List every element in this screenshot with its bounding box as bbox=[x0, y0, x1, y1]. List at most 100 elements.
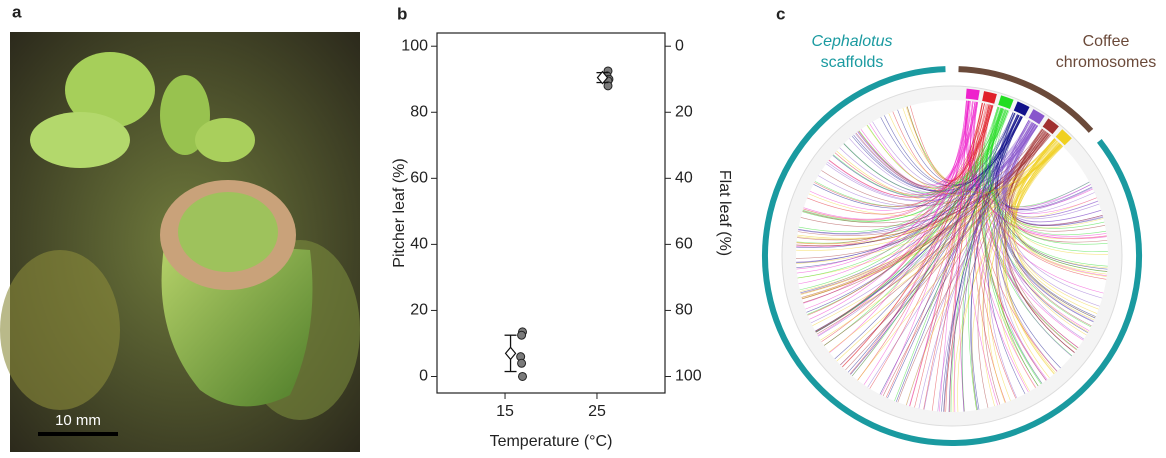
chord bbox=[1011, 138, 1098, 314]
chromosome-block bbox=[1013, 101, 1030, 116]
mean-marker bbox=[504, 346, 517, 361]
y2-tick-label: 100 bbox=[675, 368, 702, 385]
chord bbox=[860, 101, 973, 187]
moss bbox=[0, 250, 120, 410]
y2-tick-label: 0 bbox=[675, 37, 684, 54]
chord bbox=[805, 101, 978, 310]
chord bbox=[850, 116, 1023, 375]
leaf bbox=[195, 118, 255, 162]
chromosome-block bbox=[1028, 109, 1045, 125]
chord bbox=[1002, 120, 1100, 307]
chord bbox=[802, 131, 1047, 224]
chord bbox=[943, 115, 1020, 412]
chord bbox=[801, 133, 1050, 300]
circos-label: scaffolds bbox=[821, 54, 884, 71]
leaf bbox=[65, 52, 155, 128]
pitcher-mouth bbox=[178, 192, 278, 272]
chord bbox=[1005, 123, 1103, 299]
y2-tick-label: 40 bbox=[675, 170, 693, 187]
chord bbox=[869, 100, 970, 185]
circos-label: Cephalotus bbox=[812, 33, 893, 50]
chord bbox=[810, 122, 1034, 324]
chord bbox=[828, 101, 977, 198]
chord bbox=[863, 100, 970, 385]
chord bbox=[1012, 144, 1089, 333]
chromosome-block bbox=[1042, 118, 1059, 135]
scale-bar bbox=[38, 432, 118, 436]
y-axis-label: Pitcher leaf (%) bbox=[391, 158, 408, 267]
chord bbox=[995, 112, 1108, 270]
chord bbox=[796, 116, 1022, 248]
y2-tick-label: 20 bbox=[675, 103, 693, 120]
chord bbox=[796, 140, 1058, 251]
scaffold-ring bbox=[762, 66, 1142, 446]
y2-tick-label: 80 bbox=[675, 302, 693, 319]
chromosome-ring bbox=[958, 66, 1094, 133]
chord bbox=[814, 104, 989, 207]
chord bbox=[807, 105, 993, 215]
chord bbox=[866, 125, 1062, 197]
chord bbox=[918, 121, 1033, 409]
chord bbox=[815, 102, 983, 332]
scale-bar-label: 10 mm bbox=[55, 412, 101, 429]
chord bbox=[885, 105, 994, 398]
panel-label: a bbox=[12, 2, 22, 21]
chord bbox=[818, 121, 1033, 337]
chromosome-block bbox=[982, 91, 997, 104]
y-tick-label: 40 bbox=[410, 236, 428, 253]
chord bbox=[1013, 138, 1108, 255]
chord bbox=[909, 102, 983, 407]
chord bbox=[1002, 122, 1085, 340]
chord bbox=[829, 100, 969, 353]
chord bbox=[1005, 123, 1102, 223]
panel-label: b bbox=[397, 4, 407, 23]
chord bbox=[851, 109, 1007, 377]
chord bbox=[971, 143, 1061, 411]
chord bbox=[1003, 128, 1075, 353]
chord bbox=[841, 104, 990, 367]
chord bbox=[807, 105, 993, 316]
chromosome-block bbox=[998, 95, 1014, 110]
chord bbox=[1010, 134, 1103, 226]
point bbox=[603, 81, 613, 91]
chord bbox=[802, 110, 1009, 222]
x-tick-label: 25 bbox=[588, 403, 606, 420]
chord bbox=[941, 116, 1023, 412]
chord bbox=[857, 104, 990, 381]
x-axis-label: Temperature (°C) bbox=[490, 433, 613, 450]
chord bbox=[931, 103, 985, 411]
chromosome-block bbox=[1055, 129, 1072, 146]
y2-tick-label: 60 bbox=[675, 236, 693, 253]
chord bbox=[983, 130, 1046, 405]
circos-label: chromosomes bbox=[1056, 54, 1156, 71]
chord bbox=[858, 105, 994, 188]
chord bbox=[996, 125, 1047, 381]
chord bbox=[821, 132, 1048, 206]
chord bbox=[954, 101, 971, 412]
y-tick-label: 100 bbox=[401, 37, 428, 54]
plot-frame bbox=[436, 32, 666, 394]
chord bbox=[991, 109, 1108, 245]
chord bbox=[834, 114, 1018, 360]
chord bbox=[1015, 142, 1107, 275]
chord bbox=[909, 105, 994, 182]
chord bbox=[909, 102, 978, 407]
chord bbox=[999, 120, 1072, 357]
chord bbox=[853, 116, 1023, 192]
chord bbox=[815, 115, 1020, 333]
chord bbox=[982, 105, 1077, 351]
point bbox=[518, 371, 527, 381]
chord bbox=[813, 112, 1015, 209]
chord bbox=[943, 132, 1049, 412]
x-tick-label: 15 bbox=[496, 403, 514, 420]
photo: 10 mm bbox=[0, 32, 360, 452]
chord bbox=[880, 100, 967, 396]
y2-axis-label: Flat leaf (%) bbox=[716, 170, 733, 256]
chord bbox=[968, 107, 1002, 411]
mean-marker bbox=[596, 70, 609, 85]
y-tick-label: 60 bbox=[410, 170, 428, 187]
chromosome-block bbox=[965, 88, 980, 101]
point bbox=[517, 358, 527, 368]
circos bbox=[762, 66, 1142, 446]
